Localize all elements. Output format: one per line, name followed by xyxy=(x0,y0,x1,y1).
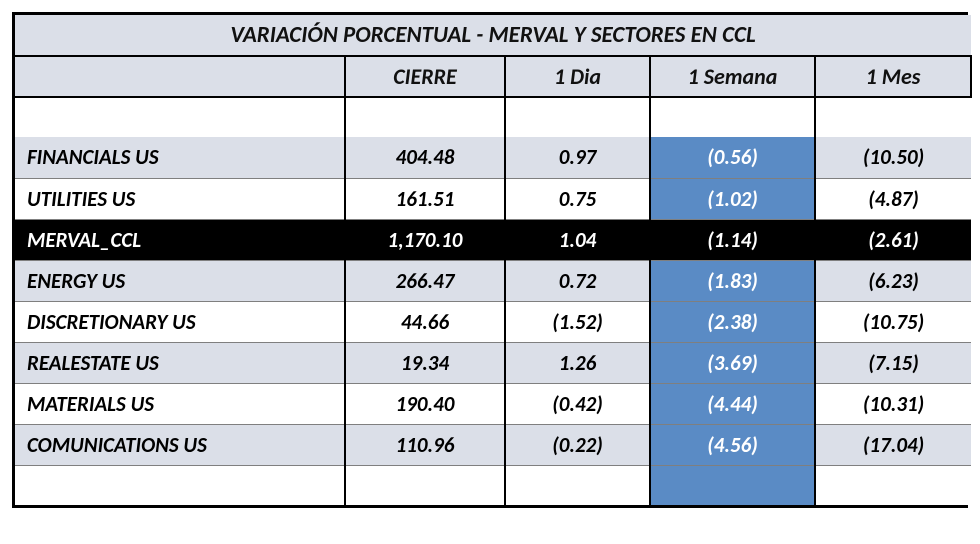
cell-1dia: (0.42) xyxy=(505,383,650,424)
cell-1semana: (1.02) xyxy=(650,178,815,219)
cell-1dia: 1.04 xyxy=(505,219,650,260)
cell-1dia: 1.26 xyxy=(505,342,650,383)
cell-1semana: (1.83) xyxy=(650,260,815,301)
cell-cierre: 44.66 xyxy=(345,301,505,342)
cell-1mes: (7.15) xyxy=(815,342,971,383)
header-blank xyxy=(15,56,345,97)
table-row: FINANCIALS US404.480.97(0.56)(10.50) xyxy=(15,137,971,178)
header-cierre: CIERRE xyxy=(345,56,505,97)
cell-1dia: 0.97 xyxy=(505,137,650,178)
cell-1dia: 0.75 xyxy=(505,178,650,219)
cell-1semana: (0.56) xyxy=(650,137,815,178)
table-row: DISCRETIONARY US44.66(1.52)(2.38)(10.75) xyxy=(15,301,971,342)
cell-1dia: 0.72 xyxy=(505,260,650,301)
row-label: UTILITIES US xyxy=(15,178,345,219)
cell-1mes: (6.23) xyxy=(815,260,971,301)
row-label: FINANCIALS US xyxy=(15,137,345,178)
cell-1mes: (4.87) xyxy=(815,178,971,219)
cell-cierre: 190.40 xyxy=(345,383,505,424)
footer-row xyxy=(15,465,971,505)
cell-1dia: (1.52) xyxy=(505,301,650,342)
row-label: COMUNICATIONS US xyxy=(15,424,345,465)
row-label: ENERGY US xyxy=(15,260,345,301)
header-1dia: 1 Dia xyxy=(505,56,650,97)
cell-1semana: (4.44) xyxy=(650,383,815,424)
row-label: DISCRETIONARY US xyxy=(15,301,345,342)
cell-1mes: (2.61) xyxy=(815,219,971,260)
row-label: REALESTATE US xyxy=(15,342,345,383)
table-row: REALESTATE US19.341.26(3.69)(7.15) xyxy=(15,342,971,383)
cell-cierre: 404.48 xyxy=(345,137,505,178)
cell-1mes: (17.04) xyxy=(815,424,971,465)
cell-cierre: 266.47 xyxy=(345,260,505,301)
cell-1mes: (10.50) xyxy=(815,137,971,178)
table-row: MERVAL_CCL1,170.101.04(1.14)(2.61) xyxy=(15,219,971,260)
table-title: VARIACIÓN PORCENTUAL - MERVAL Y SECTORES… xyxy=(15,15,971,56)
cell-1dia: (0.22) xyxy=(505,424,650,465)
merval-table: VARIACIÓN PORCENTUAL - MERVAL Y SECTORES… xyxy=(15,15,972,505)
row-label: MERVAL_CCL xyxy=(15,219,345,260)
header-1mes: 1 Mes xyxy=(815,56,971,97)
header-1semana: 1 Semana xyxy=(650,56,815,97)
merval-table-container: VARIACIÓN PORCENTUAL - MERVAL Y SECTORES… xyxy=(12,12,968,508)
cell-1mes: (10.75) xyxy=(815,301,971,342)
cell-1semana: (1.14) xyxy=(650,219,815,260)
table-row: UTILITIES US161.510.75(1.02)(4.87) xyxy=(15,178,971,219)
spacer-row xyxy=(15,97,971,137)
table-row: MATERIALS US190.40(0.42)(4.44)(10.31) xyxy=(15,383,971,424)
cell-cierre: 1,170.10 xyxy=(345,219,505,260)
table-row: COMUNICATIONS US110.96(0.22)(4.56)(17.04… xyxy=(15,424,971,465)
title-row: VARIACIÓN PORCENTUAL - MERVAL Y SECTORES… xyxy=(15,15,971,56)
cell-1mes: (10.31) xyxy=(815,383,971,424)
cell-cierre: 19.34 xyxy=(345,342,505,383)
cell-cierre: 110.96 xyxy=(345,424,505,465)
header-row: CIERRE 1 Dia 1 Semana 1 Mes xyxy=(15,56,971,97)
table-row: ENERGY US266.470.72(1.83)(6.23) xyxy=(15,260,971,301)
cell-1semana: (4.56) xyxy=(650,424,815,465)
cell-1semana: (2.38) xyxy=(650,301,815,342)
cell-1semana: (3.69) xyxy=(650,342,815,383)
cell-cierre: 161.51 xyxy=(345,178,505,219)
row-label: MATERIALS US xyxy=(15,383,345,424)
